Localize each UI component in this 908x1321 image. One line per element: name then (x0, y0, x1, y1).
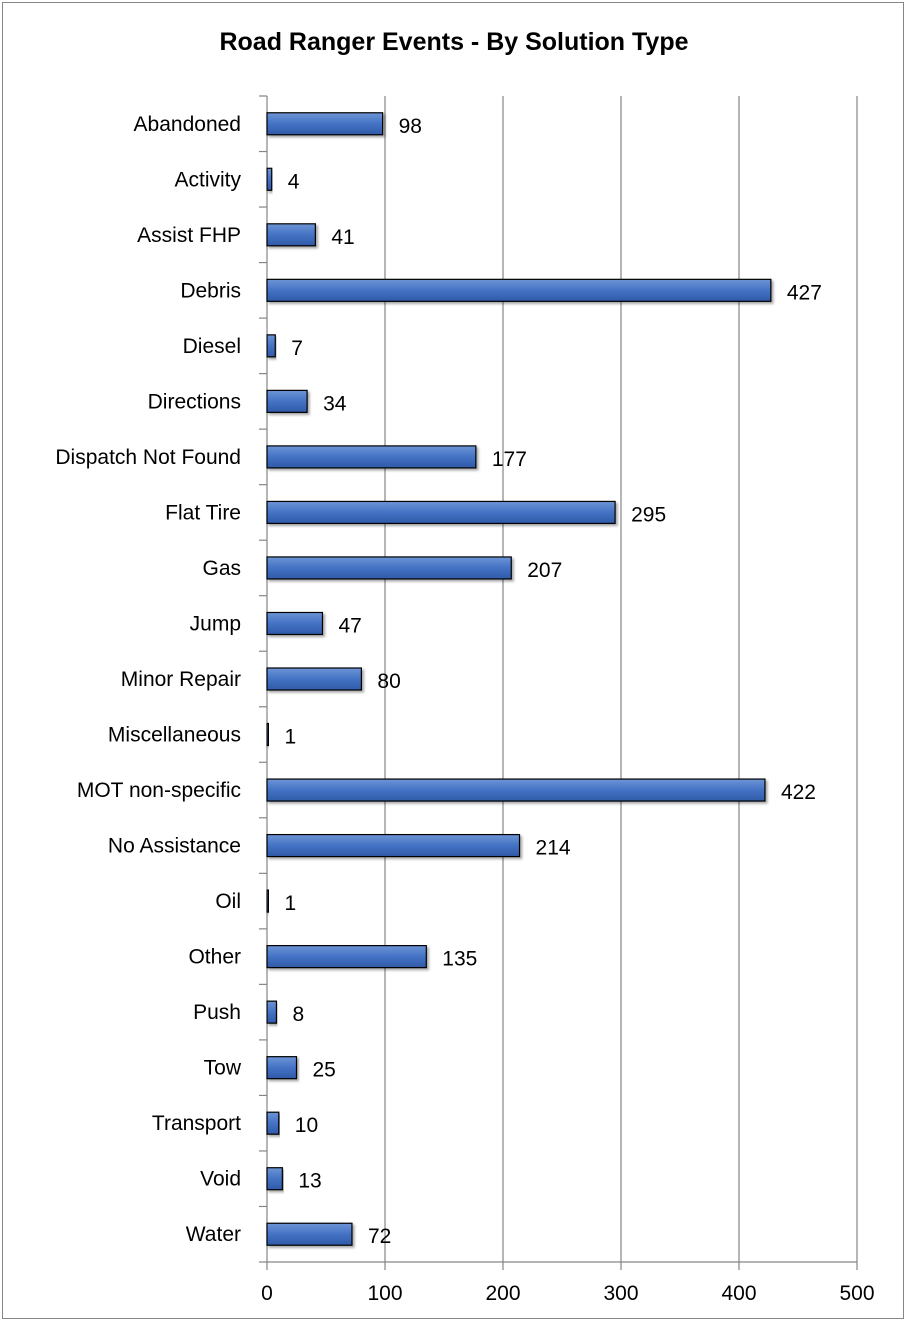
category-label: Debris (180, 279, 241, 302)
x-tick-label: 0 (261, 1282, 273, 1305)
category-label: MOT non-specific (77, 779, 241, 802)
bar (266, 1000, 278, 1024)
data-label: 13 (298, 1170, 321, 1193)
bar (266, 167, 273, 191)
category-label: Other (188, 946, 241, 969)
bar (266, 1056, 298, 1080)
bar (266, 889, 270, 913)
bars (266, 112, 772, 1246)
category-label: Oil (215, 890, 241, 913)
data-label: 72 (368, 1225, 391, 1248)
category-label: Miscellaneous (108, 724, 241, 747)
bar (266, 278, 772, 302)
data-label: 8 (292, 1003, 304, 1026)
bar (266, 667, 363, 691)
gridlines (384, 96, 858, 1262)
bar (266, 1167, 283, 1191)
bar (266, 833, 521, 858)
data-label: 25 (313, 1059, 336, 1082)
data-label: 295 (631, 503, 666, 526)
x-tick-label: 100 (367, 1282, 402, 1305)
data-label: 1 (285, 726, 297, 749)
bar (266, 778, 766, 802)
category-label: Void (200, 1168, 241, 1191)
category-label: Diesel (183, 335, 241, 358)
category-label: Jump (190, 612, 241, 635)
bar (266, 500, 616, 525)
data-label: 207 (527, 559, 562, 582)
category-label: Water (186, 1223, 241, 1246)
category-label: Tow (204, 1057, 242, 1080)
labels: 0 100 200 300 400 500 Abandoned 98 Activity 4 Assi… (55, 113, 874, 1305)
data-label: 135 (442, 948, 477, 971)
bar (266, 112, 384, 136)
bar (266, 556, 512, 580)
category-label: Minor Repair (121, 668, 241, 691)
data-label: 4 (288, 170, 300, 193)
category-label: Push (193, 1001, 241, 1024)
category-label: Dispatch Not Found (55, 446, 241, 469)
data-label: 427 (787, 281, 822, 304)
data-label: 47 (338, 614, 361, 637)
data-label: 34 (323, 392, 347, 415)
data-label: 7 (291, 337, 303, 360)
bar (266, 1111, 280, 1135)
data-label: 214 (536, 837, 571, 860)
category-label: Assist FHP (137, 224, 241, 247)
x-tick-label: 200 (485, 1282, 520, 1305)
category-label: No Assistance (108, 835, 241, 858)
category-label: Activity (174, 168, 241, 191)
bar (266, 223, 316, 247)
category-label: Transport (152, 1112, 241, 1135)
data-label: 98 (399, 115, 422, 138)
bar (266, 945, 427, 969)
data-label: 41 (331, 226, 354, 249)
bar (266, 445, 477, 469)
bar (266, 722, 270, 747)
data-label: 177 (492, 448, 527, 471)
category-label: Directions (148, 390, 241, 413)
bar (266, 611, 324, 636)
category-label: Flat Tire (165, 501, 241, 524)
data-label: 1 (285, 892, 297, 915)
chart-title: Road Ranger Events - By Solution Type (219, 28, 689, 56)
bar (266, 389, 308, 413)
data-label: 422 (781, 781, 816, 804)
x-tick-label: 500 (839, 1282, 874, 1305)
category-label: Gas (202, 557, 241, 580)
bar (266, 1222, 353, 1246)
category-label: Abandoned (134, 113, 241, 136)
x-tick-label: 300 (603, 1282, 638, 1305)
data-label: 80 (377, 670, 400, 693)
bar (266, 334, 276, 358)
data-label: 10 (295, 1114, 318, 1137)
x-tick-label: 400 (721, 1282, 756, 1305)
